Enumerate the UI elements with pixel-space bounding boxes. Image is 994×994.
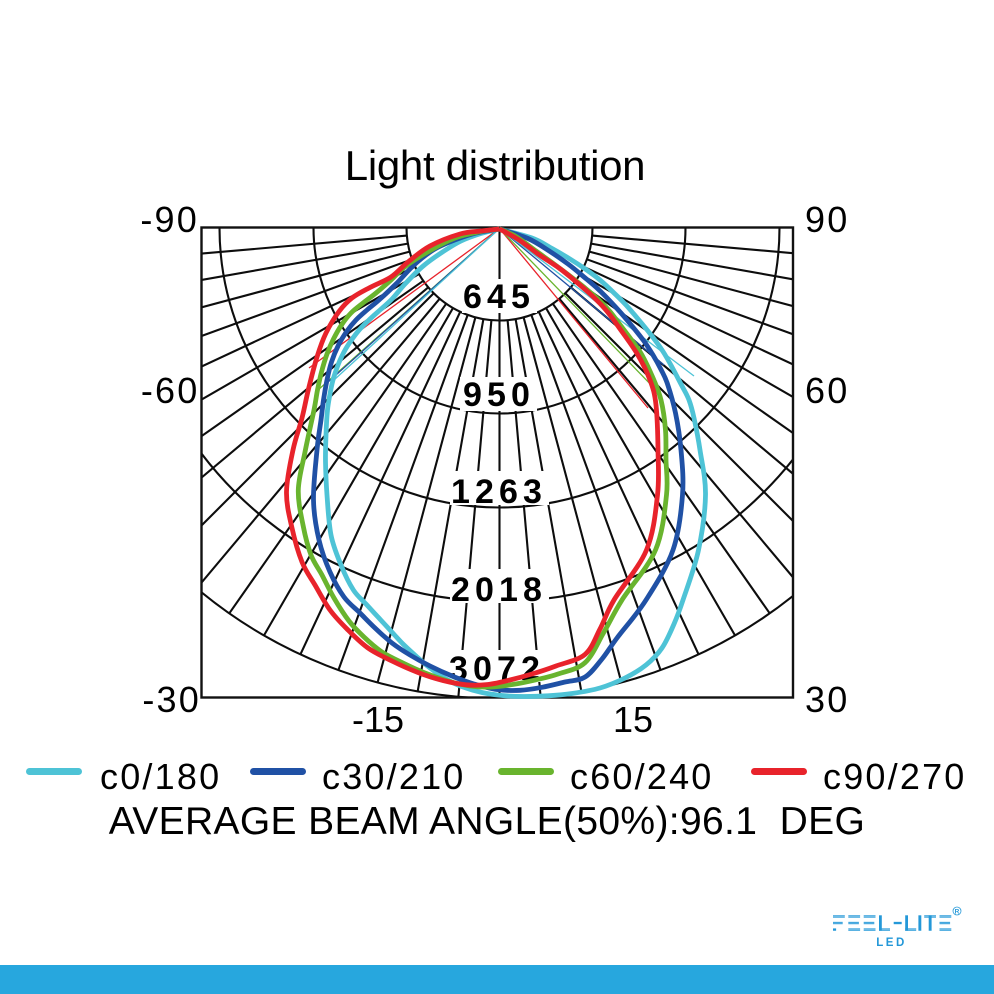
- svg-text:LED: LED: [876, 937, 907, 949]
- svg-text:-30: -30: [142, 679, 201, 720]
- svg-text:90: 90: [805, 199, 849, 240]
- svg-text:15: 15: [613, 699, 653, 740]
- svg-text:-60: -60: [141, 370, 200, 411]
- svg-text:AVERAGE BEAM ANGLE(50%):96.1: AVERAGE BEAM ANGLE(50%):96.1 DEG: [109, 800, 865, 843]
- svg-text:645: 645: [463, 278, 535, 316]
- svg-text:30: 30: [805, 679, 849, 720]
- svg-text:-90: -90: [140, 199, 199, 240]
- svg-text:60: 60: [805, 370, 849, 411]
- svg-text:c0/180: c0/180: [100, 756, 221, 797]
- svg-text:c90/270: c90/270: [823, 756, 967, 797]
- svg-text:R: R: [955, 909, 960, 916]
- svg-text:Light distribution: Light distribution: [345, 142, 645, 189]
- svg-text:c60/240: c60/240: [570, 756, 714, 797]
- svg-text:-15: -15: [352, 699, 404, 740]
- svg-text:2018: 2018: [451, 571, 547, 609]
- svg-text:950: 950: [463, 376, 535, 414]
- svg-text:c30/210: c30/210: [322, 756, 466, 797]
- svg-text:1263: 1263: [451, 473, 547, 511]
